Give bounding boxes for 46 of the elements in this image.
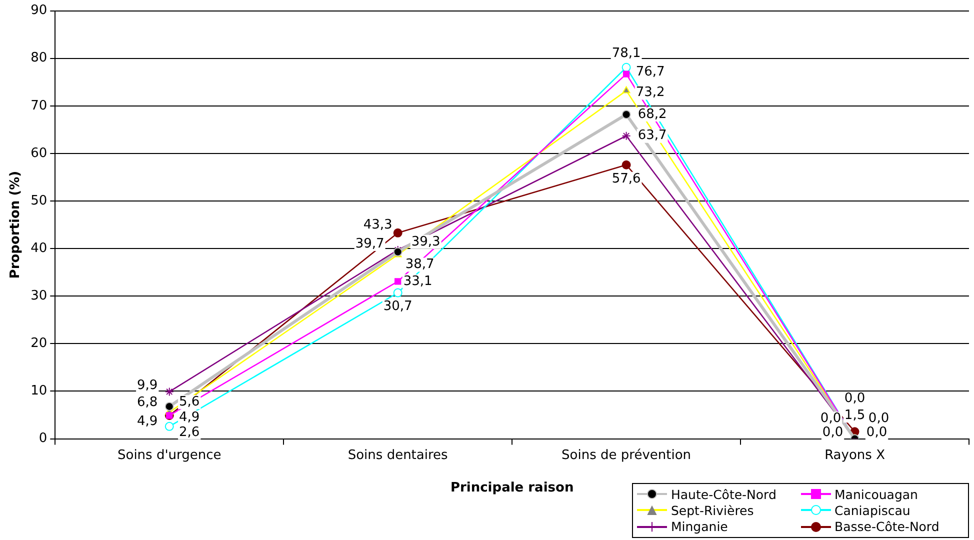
y-tick-label: 10: [30, 384, 48, 399]
y-tick-label: 30: [30, 288, 48, 304]
data-label: 73,2: [636, 85, 665, 100]
y-tick-label: 40: [30, 240, 48, 256]
legend-label: Basse-Côte-Nord: [834, 519, 940, 534]
data-label: 0,0: [844, 391, 866, 406]
data-label: 39,3: [411, 234, 440, 250]
data-label: 33,1: [403, 274, 432, 289]
legend-label: Haute-Côte-Nord: [671, 486, 776, 502]
y-tick-label: 90: [30, 3, 48, 18]
data-label: 0,0: [822, 425, 844, 440]
legend-label: Sept-Rivières: [671, 502, 754, 518]
data-label: 6,8: [137, 394, 158, 410]
legend-label: Caniapiscau: [834, 502, 910, 518]
data-label: 38,7: [405, 257, 434, 272]
data-label: 0,0: [866, 425, 888, 440]
x-tick-label: Soins dentaires: [348, 448, 448, 463]
legend-label: Minganie: [671, 519, 728, 534]
data-label: 76,7: [636, 64, 665, 80]
data-label: 57,6: [612, 171, 641, 186]
data-label: 9,9: [137, 378, 158, 394]
data-label: 0,0: [820, 411, 842, 426]
y-tick-label: 0: [38, 431, 48, 446]
data-label: 1,5: [844, 408, 866, 424]
data-label: 4,9: [179, 410, 200, 425]
data-label: 5,6: [179, 394, 200, 410]
x-axis-title: Principale raison: [450, 480, 574, 496]
x-tick-label: Rayons X: [824, 448, 886, 463]
y-tick-label: 70: [30, 98, 48, 114]
data-label: 30,7: [383, 299, 412, 314]
legend-label: Manicouagan: [834, 486, 918, 502]
data-label: 68,2: [638, 106, 667, 122]
y-tick-label: 60: [30, 146, 48, 161]
data-label: 0,0: [868, 411, 890, 426]
y-tick-label: 80: [30, 50, 48, 66]
y-tick-label: 20: [30, 336, 48, 352]
data-label: 78,1: [612, 46, 641, 61]
x-tick-label: Soins d'urgence: [117, 448, 222, 463]
data-label: 63,7: [638, 128, 667, 144]
data-label: 43,3: [363, 217, 392, 232]
data-label: 2,6: [179, 424, 200, 440]
y-tick-label: 50: [30, 193, 48, 208]
data-label: 4,9: [137, 414, 158, 429]
x-tick-label: Soins de prévention: [562, 448, 692, 463]
data-label: 39,7: [355, 236, 384, 252]
y-axis-title: Proportion (%): [8, 170, 24, 279]
